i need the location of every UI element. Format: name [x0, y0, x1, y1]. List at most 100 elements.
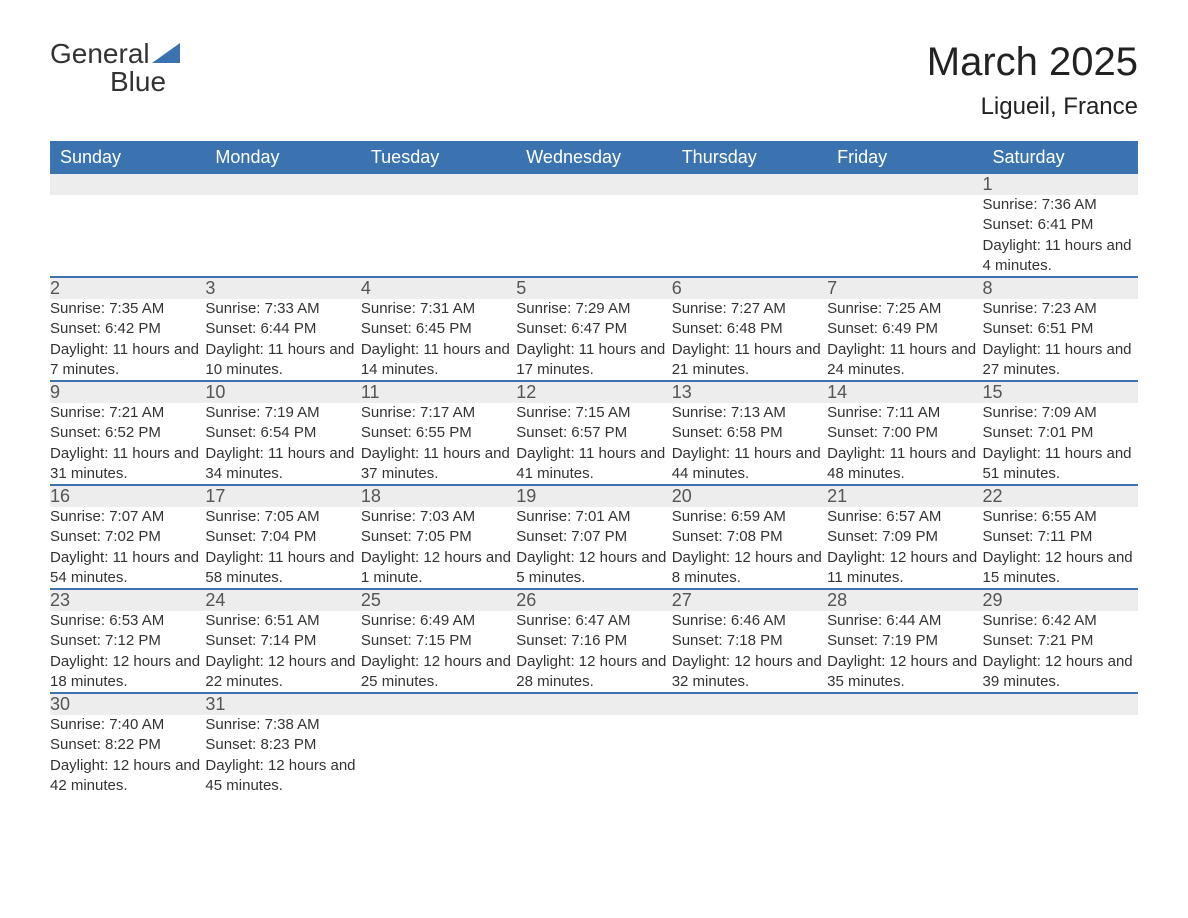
week-daynum-row: 16171819202122 — [50, 485, 1138, 507]
logo-text-general: General — [50, 38, 150, 69]
day-number: 11 — [361, 381, 516, 403]
daylight-text: Daylight: 12 hours and 35 minutes. — [827, 652, 982, 693]
empty-day-cell — [516, 715, 671, 796]
day-cell: Sunrise: 7:29 AMSunset: 6:47 PMDaylight:… — [516, 299, 671, 381]
sunrise-text: Sunrise: 6:57 AM — [827, 507, 982, 527]
sunset-text: Sunset: 6:58 PM — [672, 423, 827, 443]
sunrise-text: Sunrise: 7:19 AM — [205, 403, 360, 423]
daylight-text: Daylight: 12 hours and 25 minutes. — [361, 652, 516, 693]
sunset-text: Sunset: 6:52 PM — [50, 423, 205, 443]
day-cell: Sunrise: 6:47 AMSunset: 7:16 PMDaylight:… — [516, 611, 671, 693]
empty-day-number — [516, 693, 671, 715]
day-cell: Sunrise: 6:49 AMSunset: 7:15 PMDaylight:… — [361, 611, 516, 693]
day-number: 1 — [983, 174, 1138, 195]
sunrise-text: Sunrise: 6:44 AM — [827, 611, 982, 631]
logo-text-blue: Blue — [110, 66, 166, 97]
week-content-row: Sunrise: 7:35 AMSunset: 6:42 PMDaylight:… — [50, 299, 1138, 381]
empty-day-number — [672, 693, 827, 715]
sunrise-text: Sunrise: 7:21 AM — [50, 403, 205, 423]
weekday-header: Sunday — [50, 141, 205, 174]
daylight-text: Daylight: 12 hours and 8 minutes. — [672, 548, 827, 589]
sunset-text: Sunset: 6:47 PM — [516, 319, 671, 339]
daylight-text: Daylight: 12 hours and 42 minutes. — [50, 756, 205, 797]
weekday-header: Saturday — [983, 141, 1138, 174]
sunset-text: Sunset: 6:41 PM — [983, 215, 1138, 235]
week-daynum-row: 3031 — [50, 693, 1138, 715]
sunrise-text: Sunrise: 7:01 AM — [516, 507, 671, 527]
sunset-text: Sunset: 6:51 PM — [983, 319, 1138, 339]
week-content-row: Sunrise: 6:53 AMSunset: 7:12 PMDaylight:… — [50, 611, 1138, 693]
empty-day-cell — [983, 715, 1138, 796]
empty-day-cell — [516, 195, 671, 277]
week-content-row: Sunrise: 7:40 AMSunset: 8:22 PMDaylight:… — [50, 715, 1138, 796]
empty-day-cell — [672, 195, 827, 277]
daylight-text: Daylight: 11 hours and 24 minutes. — [827, 340, 982, 381]
weekday-header: Tuesday — [361, 141, 516, 174]
empty-day-number — [50, 174, 205, 195]
daylight-text: Daylight: 12 hours and 32 minutes. — [672, 652, 827, 693]
month-title: March 2025 — [927, 40, 1138, 85]
sunrise-text: Sunrise: 7:15 AM — [516, 403, 671, 423]
title-block: March 2025 Ligueil, France — [927, 40, 1138, 121]
sunrise-text: Sunrise: 6:46 AM — [672, 611, 827, 631]
day-cell: Sunrise: 6:57 AMSunset: 7:09 PMDaylight:… — [827, 507, 982, 589]
day-cell: Sunrise: 7:33 AMSunset: 6:44 PMDaylight:… — [205, 299, 360, 381]
day-number: 10 — [205, 381, 360, 403]
sunset-text: Sunset: 6:42 PM — [50, 319, 205, 339]
empty-day-number — [827, 693, 982, 715]
week-daynum-row: 9101112131415 — [50, 381, 1138, 403]
daylight-text: Daylight: 12 hours and 45 minutes. — [205, 756, 360, 797]
sunset-text: Sunset: 6:48 PM — [672, 319, 827, 339]
sunset-text: Sunset: 8:22 PM — [50, 735, 205, 755]
day-number: 28 — [827, 589, 982, 611]
day-number: 20 — [672, 485, 827, 507]
day-cell: Sunrise: 7:21 AMSunset: 6:52 PMDaylight:… — [50, 403, 205, 485]
day-cell: Sunrise: 7:17 AMSunset: 6:55 PMDaylight:… — [361, 403, 516, 485]
day-cell: Sunrise: 7:03 AMSunset: 7:05 PMDaylight:… — [361, 507, 516, 589]
sunset-text: Sunset: 7:05 PM — [361, 527, 516, 547]
sunset-text: Sunset: 6:44 PM — [205, 319, 360, 339]
day-cell: Sunrise: 6:59 AMSunset: 7:08 PMDaylight:… — [672, 507, 827, 589]
day-number: 24 — [205, 589, 360, 611]
daylight-text: Daylight: 11 hours and 4 minutes. — [983, 236, 1138, 277]
day-cell: Sunrise: 6:55 AMSunset: 7:11 PMDaylight:… — [983, 507, 1138, 589]
empty-day-cell — [672, 715, 827, 796]
sunset-text: Sunset: 7:16 PM — [516, 631, 671, 651]
weekday-header-row: Sunday Monday Tuesday Wednesday Thursday… — [50, 141, 1138, 174]
sunset-text: Sunset: 6:55 PM — [361, 423, 516, 443]
daylight-text: Daylight: 12 hours and 18 minutes. — [50, 652, 205, 693]
weekday-header: Friday — [827, 141, 982, 174]
calendar-body: 1Sunrise: 7:36 AMSunset: 6:41 PMDaylight… — [50, 174, 1138, 796]
empty-day-cell — [827, 715, 982, 796]
empty-day-number — [983, 693, 1138, 715]
daylight-text: Daylight: 11 hours and 31 minutes. — [50, 444, 205, 485]
sunrise-text: Sunrise: 6:47 AM — [516, 611, 671, 631]
day-number: 17 — [205, 485, 360, 507]
sunset-text: Sunset: 7:08 PM — [672, 527, 827, 547]
daylight-text: Daylight: 12 hours and 11 minutes. — [827, 548, 982, 589]
day-cell: Sunrise: 7:38 AMSunset: 8:23 PMDaylight:… — [205, 715, 360, 796]
daylight-text: Daylight: 12 hours and 1 minute. — [361, 548, 516, 589]
daylight-text: Daylight: 11 hours and 27 minutes. — [983, 340, 1138, 381]
week-daynum-row: 1 — [50, 174, 1138, 195]
sunset-text: Sunset: 7:12 PM — [50, 631, 205, 651]
page-header: General Blue March 2025 Ligueil, France — [50, 40, 1138, 121]
sunrise-text: Sunrise: 7:33 AM — [205, 299, 360, 319]
day-cell: Sunrise: 7:31 AMSunset: 6:45 PMDaylight:… — [361, 299, 516, 381]
day-number: 16 — [50, 485, 205, 507]
daylight-text: Daylight: 11 hours and 44 minutes. — [672, 444, 827, 485]
sunset-text: Sunset: 7:07 PM — [516, 527, 671, 547]
daylight-text: Daylight: 11 hours and 37 minutes. — [361, 444, 516, 485]
sunrise-text: Sunrise: 6:55 AM — [983, 507, 1138, 527]
daylight-text: Daylight: 12 hours and 22 minutes. — [205, 652, 360, 693]
daylight-text: Daylight: 12 hours and 15 minutes. — [983, 548, 1138, 589]
day-cell: Sunrise: 7:01 AMSunset: 7:07 PMDaylight:… — [516, 507, 671, 589]
day-cell: Sunrise: 7:23 AMSunset: 6:51 PMDaylight:… — [983, 299, 1138, 381]
day-number: 7 — [827, 277, 982, 299]
sunrise-text: Sunrise: 6:53 AM — [50, 611, 205, 631]
sunset-text: Sunset: 6:54 PM — [205, 423, 360, 443]
sunrise-text: Sunrise: 7:17 AM — [361, 403, 516, 423]
sunset-text: Sunset: 7:21 PM — [983, 631, 1138, 651]
empty-day-number — [361, 693, 516, 715]
sunrise-text: Sunrise: 7:25 AM — [827, 299, 982, 319]
